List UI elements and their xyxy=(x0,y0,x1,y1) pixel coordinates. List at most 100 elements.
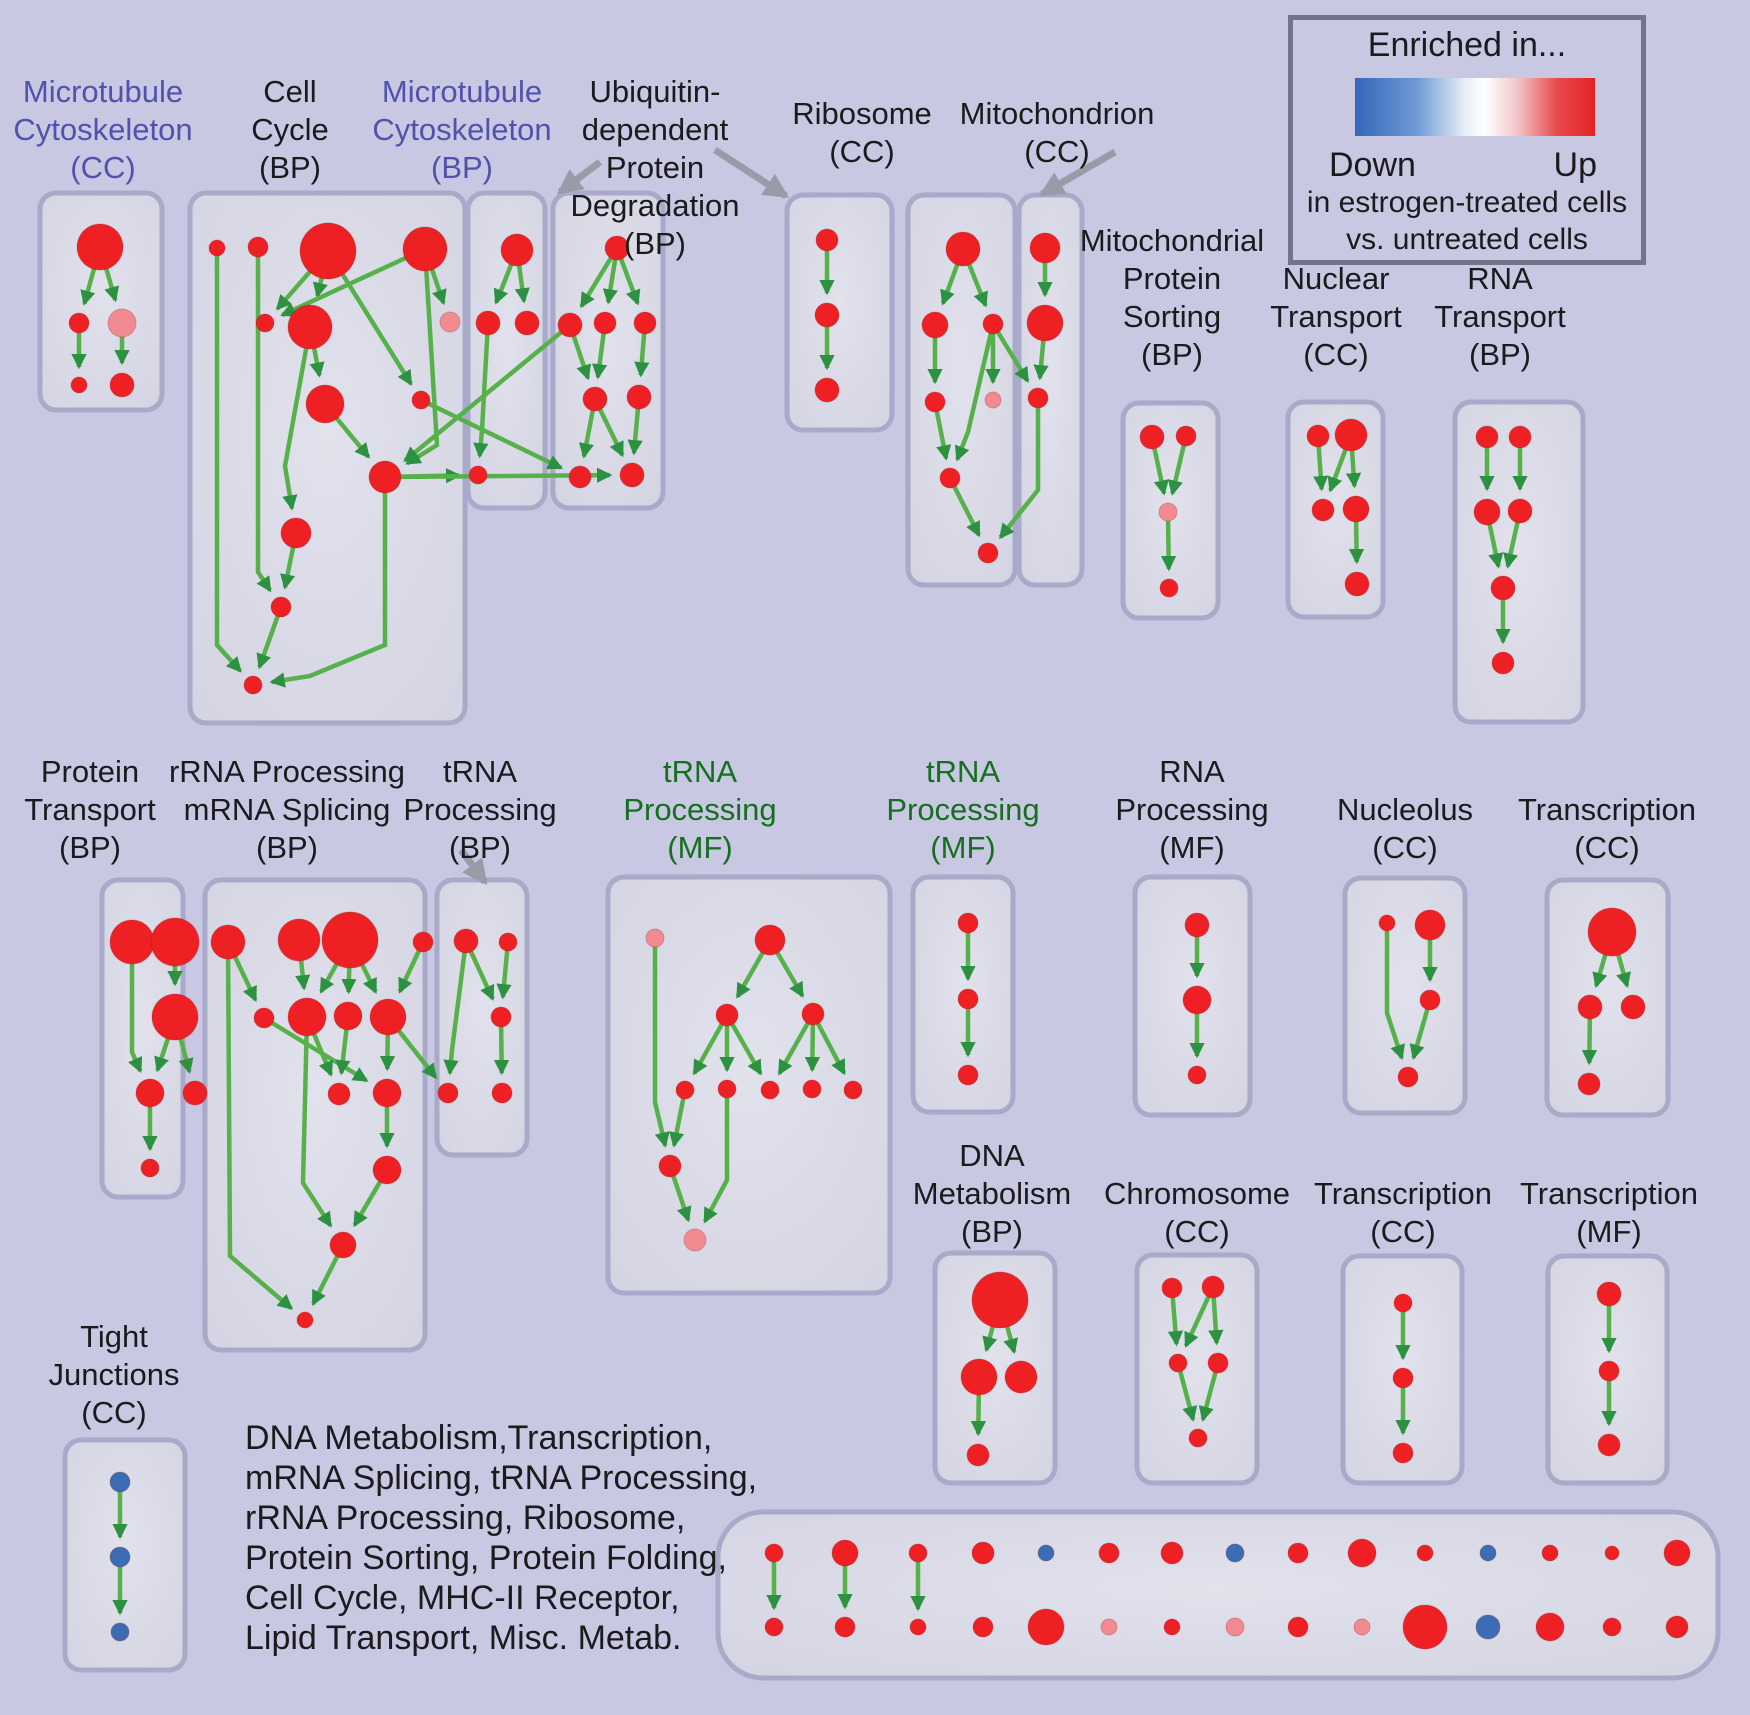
go-term-node xyxy=(1393,1293,1413,1313)
go-term-node xyxy=(715,1003,739,1027)
go-term-node xyxy=(1491,651,1515,675)
cluster-label-line: Cytoskeleton xyxy=(13,112,193,147)
go-term-node xyxy=(150,917,200,967)
go-term-node xyxy=(1414,909,1446,941)
go-term-node xyxy=(1479,1544,1497,1562)
cluster-box-microtubule-cytoskeleton-cc xyxy=(37,190,165,413)
cluster-label-line: Transcription xyxy=(1519,1176,1699,1211)
cluster-box-miscellaneous xyxy=(715,1509,1721,1681)
cluster-label-nucleolus-cc: Nucleolus (CC) xyxy=(1240,791,1570,867)
cluster-label-cell-cycle-bp: Cell Cycle (BP) xyxy=(125,73,455,187)
go-term-node xyxy=(1175,425,1197,447)
go-term-node xyxy=(1334,418,1368,452)
go-term-node xyxy=(1207,1352,1229,1374)
cluster-label-mitochondrial-protein-sorting-bp: Mitochondrial Protein Sorting (BP) xyxy=(1007,222,1337,374)
go-term-node xyxy=(814,377,840,403)
go-term-node xyxy=(1604,1545,1620,1561)
go-term-node xyxy=(140,1158,160,1178)
cluster-label-line: Processing xyxy=(886,792,1040,827)
relation-arrow xyxy=(225,941,294,1311)
cluster-label-line: (BP) xyxy=(1141,337,1203,372)
go-term-node xyxy=(1160,1541,1184,1565)
cluster-box-chromosome-cc xyxy=(1134,1252,1260,1486)
go-term-node xyxy=(243,675,263,695)
go-term-node xyxy=(270,596,292,618)
cluster-label-transcription-mf: Transcription (MF) xyxy=(1444,1175,1750,1251)
go-term-node xyxy=(557,312,583,338)
go-term-node xyxy=(491,1082,513,1104)
go-term-node xyxy=(1473,498,1501,526)
cluster-label-transcription-cc-lower: Transcription (CC) xyxy=(1238,1175,1568,1251)
go-term-node xyxy=(1397,1066,1419,1088)
cluster-label-line: (CC) xyxy=(1303,337,1369,372)
go-term-node xyxy=(1159,578,1179,598)
cluster-label-line: (MF) xyxy=(930,830,996,865)
go-term-node xyxy=(1163,1618,1181,1636)
go-term-node xyxy=(1161,1277,1183,1299)
label-pointer-arrow xyxy=(458,847,488,886)
text-line: Cell Cycle, MHC-II Receptor, xyxy=(245,1579,680,1617)
go-term-node xyxy=(908,1543,928,1563)
color-scale-legend: Enriched in... Down Up in estrogen-treat… xyxy=(1288,15,1646,265)
cluster-label-line: tRNA xyxy=(442,754,518,789)
cluster-label-ubiquitin-degradation-bp-left: Ubiquitin-dependent Protein Degradation (BP… xyxy=(490,73,820,263)
go-term-node xyxy=(1029,232,1061,264)
cluster-label-line: tRNA xyxy=(925,754,1001,789)
go-term-node xyxy=(843,1080,863,1100)
go-term-node xyxy=(109,372,135,398)
cluster-label-tight-junctions-cc: Tight Junctions (CC) xyxy=(0,1318,279,1432)
go-term-node xyxy=(972,1616,994,1638)
go-term-node xyxy=(582,386,608,412)
go-term-node xyxy=(437,1082,459,1104)
go-term-node xyxy=(658,1154,682,1178)
relation-arrow xyxy=(128,942,143,1074)
go-term-node xyxy=(957,1064,979,1086)
go-term-node xyxy=(412,931,434,953)
go-term-node xyxy=(1597,1433,1621,1457)
go-term-node xyxy=(957,988,979,1010)
go-term-node xyxy=(1026,304,1064,342)
go-term-node xyxy=(1225,1617,1245,1637)
cluster-label-line: Processing xyxy=(1115,792,1269,827)
go-term-node xyxy=(182,1080,208,1106)
legend-up-label: Up xyxy=(1553,146,1597,184)
go-term-node xyxy=(764,1543,784,1563)
go-term-node xyxy=(982,313,1004,335)
relation-arrow xyxy=(280,246,426,318)
go-term-node xyxy=(831,1539,859,1567)
cluster-label-rrna-processing-mrna-splicing-bp: rRNA Processing mRNA Splicing (BP) xyxy=(122,753,452,867)
go-term-node xyxy=(333,1001,363,1031)
go-term-node xyxy=(439,311,461,333)
go-term-node xyxy=(1353,1618,1371,1636)
go-term-node xyxy=(1182,985,1212,1015)
go-term-node xyxy=(1098,1542,1120,1564)
go-term-node xyxy=(1347,1538,1377,1568)
cluster-label-line: (BP) xyxy=(59,830,121,865)
go-term-node xyxy=(1100,1618,1118,1636)
go-term-node xyxy=(1598,1360,1620,1382)
go-term-node xyxy=(1027,387,1049,409)
cluster-label-line: (CC) xyxy=(1372,830,1438,865)
go-term-node xyxy=(329,1231,357,1259)
cluster-label-line: Ubiquitin- xyxy=(589,74,721,109)
go-term-node xyxy=(327,1082,351,1106)
go-term-node xyxy=(754,924,786,956)
go-term-node xyxy=(1158,502,1178,522)
cluster-label-line: (BP) xyxy=(259,150,321,185)
relation-arrow xyxy=(282,326,313,511)
go-term-node xyxy=(1490,575,1516,601)
go-term-node xyxy=(921,311,949,339)
go-term-node xyxy=(760,1080,780,1100)
go-term-node xyxy=(1402,1604,1448,1650)
go-term-node xyxy=(247,236,269,258)
relation-arrow xyxy=(269,477,388,688)
go-term-node xyxy=(70,376,88,394)
go-term-node xyxy=(498,932,518,952)
cluster-label-microtubule-cytoskeleton-bp: Microtubule Cytoskeleton (BP) xyxy=(297,73,627,187)
cluster-label-line: Cycle xyxy=(251,112,329,147)
go-term-node xyxy=(1027,1608,1065,1646)
relation-arrow xyxy=(1384,923,1405,1061)
relation-arrow xyxy=(1409,999,1433,1060)
go-term-node xyxy=(1596,1281,1622,1307)
label-pointer-arrow xyxy=(556,159,603,195)
